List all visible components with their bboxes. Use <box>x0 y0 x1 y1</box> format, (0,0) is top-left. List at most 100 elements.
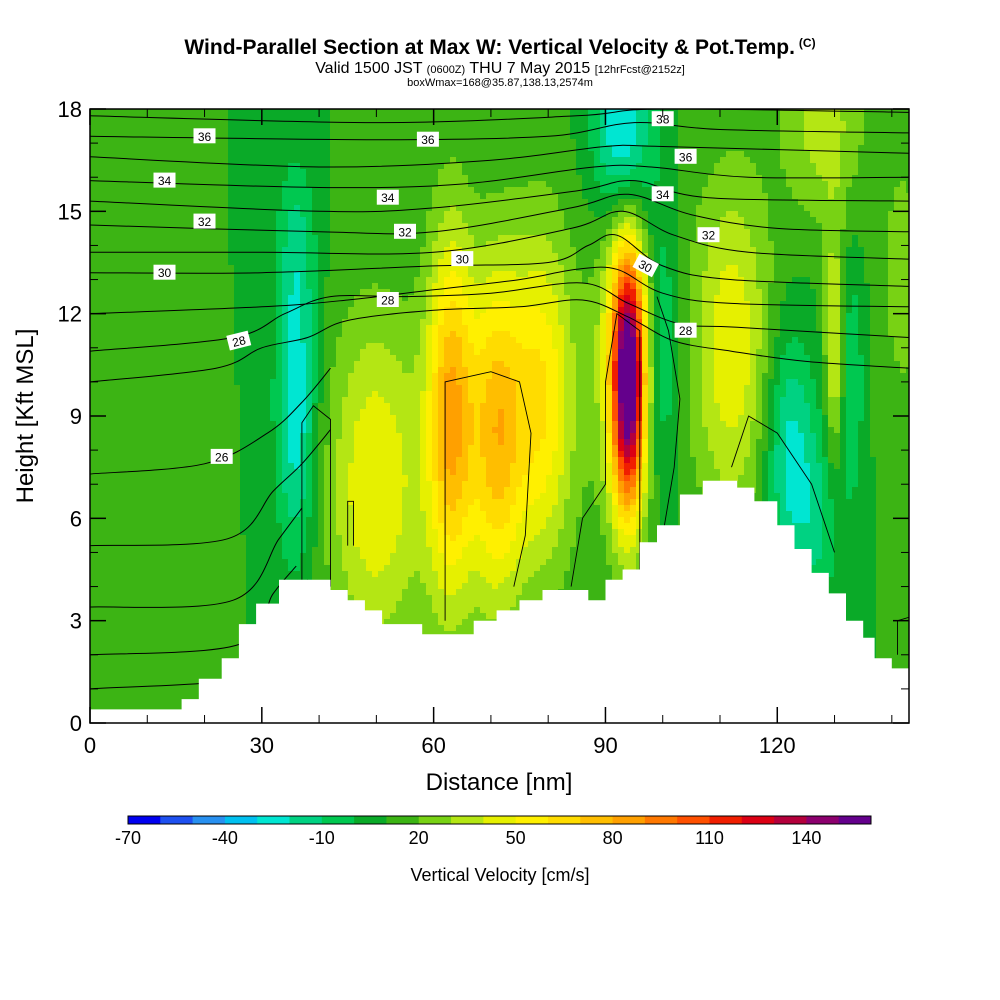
field-cell <box>846 109 853 116</box>
field-cell <box>408 211 415 218</box>
field-cell <box>174 109 181 116</box>
field-cell <box>264 301 271 308</box>
field-cell <box>120 265 127 272</box>
field-cell <box>714 253 721 260</box>
field-cell <box>678 271 685 278</box>
field-cell <box>282 295 289 302</box>
field-cell <box>384 133 391 140</box>
field-cell <box>528 157 535 164</box>
field-cell <box>588 181 595 188</box>
field-cell <box>306 229 313 236</box>
field-cell <box>408 139 415 146</box>
field-cell <box>276 223 283 230</box>
field-cell <box>450 121 457 128</box>
field-cell <box>630 139 637 146</box>
field-cell <box>120 313 127 320</box>
field-cell <box>138 307 145 314</box>
field-cell <box>276 241 283 248</box>
field-cell <box>642 187 649 194</box>
field-cell <box>96 181 103 188</box>
field-cell <box>822 217 829 224</box>
field-cell <box>786 271 793 278</box>
field-cell <box>804 253 811 260</box>
field-cell <box>768 145 775 152</box>
field-cell <box>138 265 145 272</box>
field-cell <box>636 313 643 320</box>
field-cell <box>366 211 373 218</box>
field-cell <box>216 217 223 224</box>
field-cell <box>324 265 331 272</box>
field-cell <box>408 181 415 188</box>
field-cell <box>192 253 199 260</box>
field-cell <box>786 163 793 170</box>
field-cell <box>882 205 889 212</box>
field-cell <box>594 217 601 224</box>
field-cell <box>90 241 97 248</box>
field-cell <box>234 109 241 116</box>
field-cell <box>138 283 145 290</box>
field-cell <box>564 217 571 224</box>
field-cell <box>300 229 307 236</box>
field-cell <box>654 217 661 224</box>
field-cell <box>702 121 709 128</box>
field-cell <box>168 133 175 140</box>
field-cell <box>696 187 703 194</box>
field-cell <box>234 187 241 194</box>
field-cell <box>714 247 721 254</box>
field-cell <box>234 223 241 230</box>
field-cell <box>198 121 205 128</box>
field-cell <box>762 175 769 182</box>
field-cell <box>510 187 517 194</box>
field-cell <box>630 157 637 164</box>
field-cell <box>216 115 223 122</box>
field-cell <box>486 307 493 314</box>
field-cell <box>150 319 157 326</box>
field-cell <box>888 211 895 218</box>
field-cell <box>612 175 619 182</box>
field-cell <box>762 283 769 290</box>
field-cell <box>114 181 121 188</box>
field-cell <box>552 121 559 128</box>
field-cell <box>156 301 163 308</box>
field-cell <box>636 181 643 188</box>
field-cell <box>714 181 721 188</box>
field-cell <box>774 217 781 224</box>
field-cell <box>96 199 103 206</box>
field-cell <box>198 151 205 158</box>
field-cell <box>624 217 631 224</box>
field-cell <box>276 211 283 218</box>
forecast-info: [12hrFcst@2152z] <box>594 64 685 76</box>
field-cell <box>114 229 121 236</box>
field-cell <box>600 235 607 242</box>
field-cell <box>864 313 871 320</box>
field-cell <box>204 109 211 116</box>
field-cell <box>870 277 877 284</box>
field-cell <box>456 271 463 278</box>
field-cell <box>624 127 631 134</box>
field-cell <box>144 145 151 152</box>
field-cell <box>900 223 907 230</box>
field-cell <box>372 181 379 188</box>
field-cell <box>474 307 481 314</box>
field-cell <box>156 223 163 230</box>
field-cell <box>246 229 253 236</box>
field-cell <box>630 199 637 206</box>
field-cell <box>672 247 679 254</box>
field-cell <box>438 295 445 302</box>
field-cell <box>564 169 571 176</box>
field-cell <box>426 253 433 260</box>
field-cell <box>96 325 103 332</box>
field-cell <box>810 229 817 236</box>
field-cell <box>234 151 241 158</box>
field-cell <box>336 307 343 314</box>
field-cell <box>366 181 373 188</box>
field-cell <box>696 151 703 158</box>
field-cell <box>108 187 115 194</box>
field-cell <box>666 307 673 314</box>
field-cell <box>810 295 817 302</box>
field-cell <box>336 157 343 164</box>
field-cell <box>702 283 709 290</box>
field-cell <box>804 187 811 194</box>
field-cell <box>120 169 127 176</box>
field-cell <box>198 145 205 152</box>
